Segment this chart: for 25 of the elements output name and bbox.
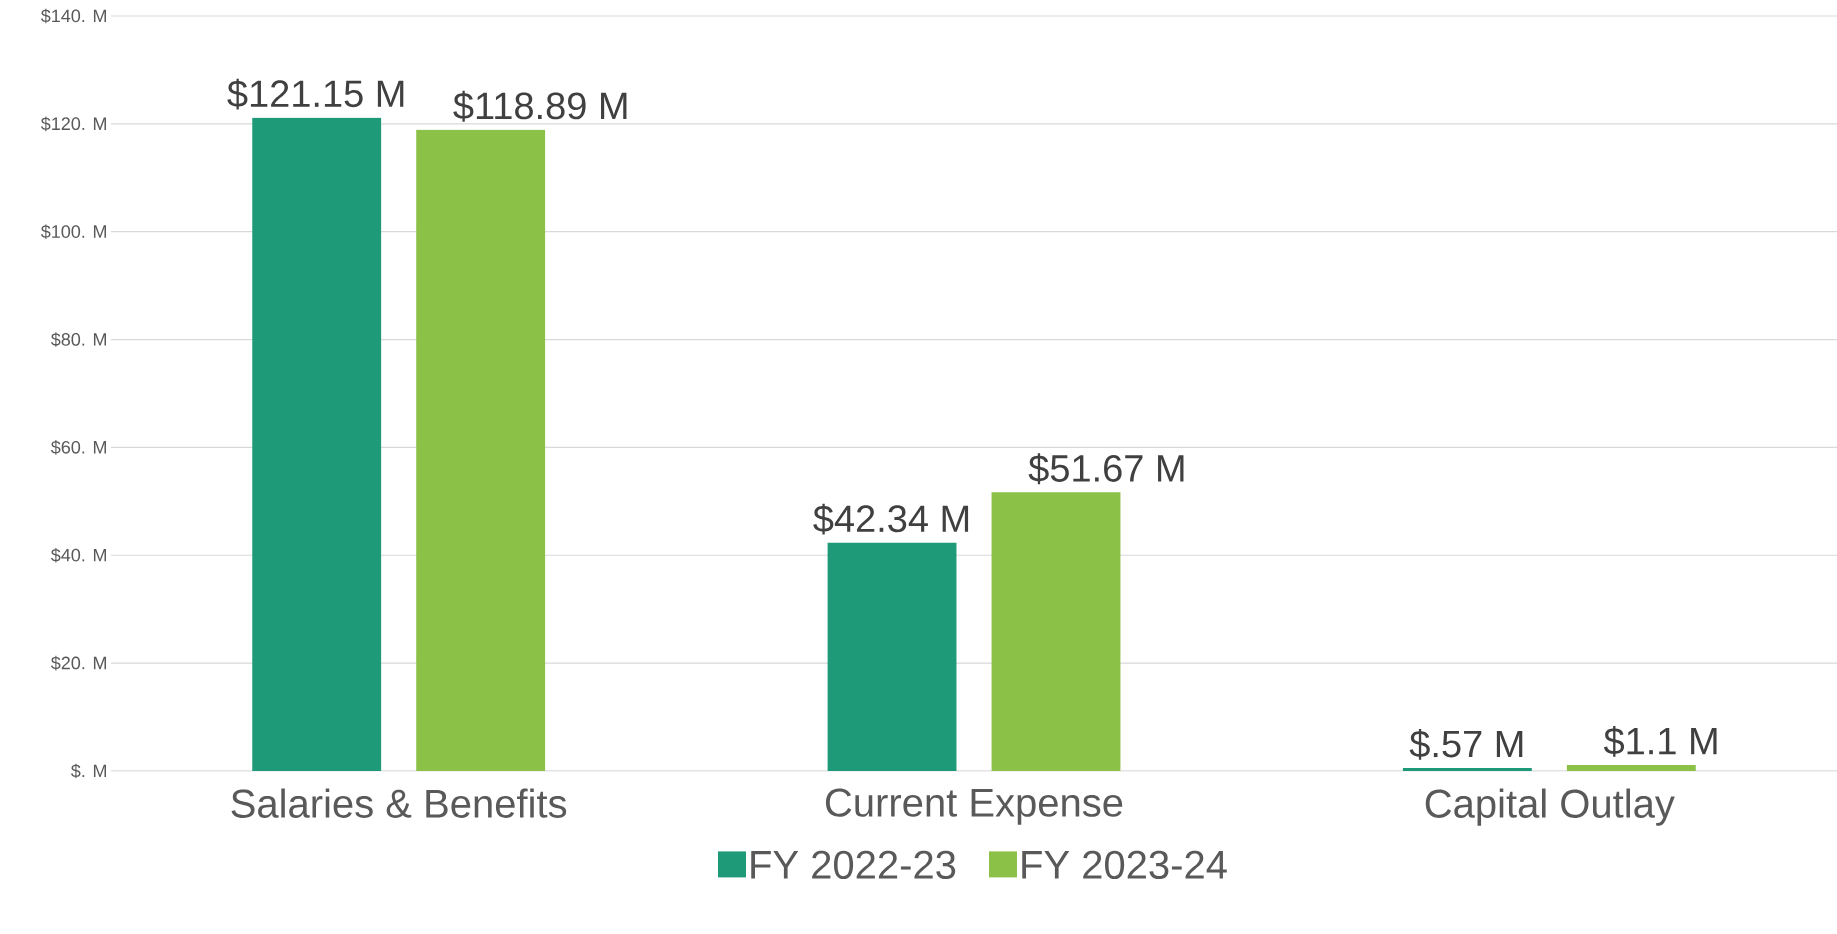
y-tick-label: $60. M (50, 440, 106, 455)
bar (416, 129, 546, 771)
data-label: $42.34 M (813, 503, 969, 535)
legend-label: FY 2022-23 (751, 850, 956, 880)
data-label: $121.15 M (227, 78, 404, 110)
bar (827, 542, 957, 771)
bar (1566, 765, 1696, 771)
y-tick-label: $. M (70, 763, 106, 779)
y-tick-label: $20. M (50, 655, 106, 671)
x-tick-label: Capital Outlay (1425, 788, 1675, 826)
legend-label: FY 2023-24 (1022, 850, 1227, 880)
data-label: $1.1 M (1603, 726, 1717, 757)
y-tick-label: $100. M (40, 224, 106, 239)
y-tick-label: $140. M (40, 8, 106, 24)
bar (1402, 767, 1532, 771)
y-tick-label: $80. M (50, 332, 106, 347)
bar (991, 492, 1121, 771)
x-tick-label: Salaries & Benefits (231, 788, 567, 818)
data-label: $.57 M (1409, 728, 1523, 760)
bar (252, 117, 382, 771)
data-label: $118.89 M (453, 90, 627, 122)
y-tick-label: $40. M (50, 547, 106, 563)
y-tick-label: $120. M (40, 116, 106, 132)
data-label: $51.67 M (1028, 453, 1184, 485)
x-tick-label: Current Expense (825, 788, 1123, 825)
